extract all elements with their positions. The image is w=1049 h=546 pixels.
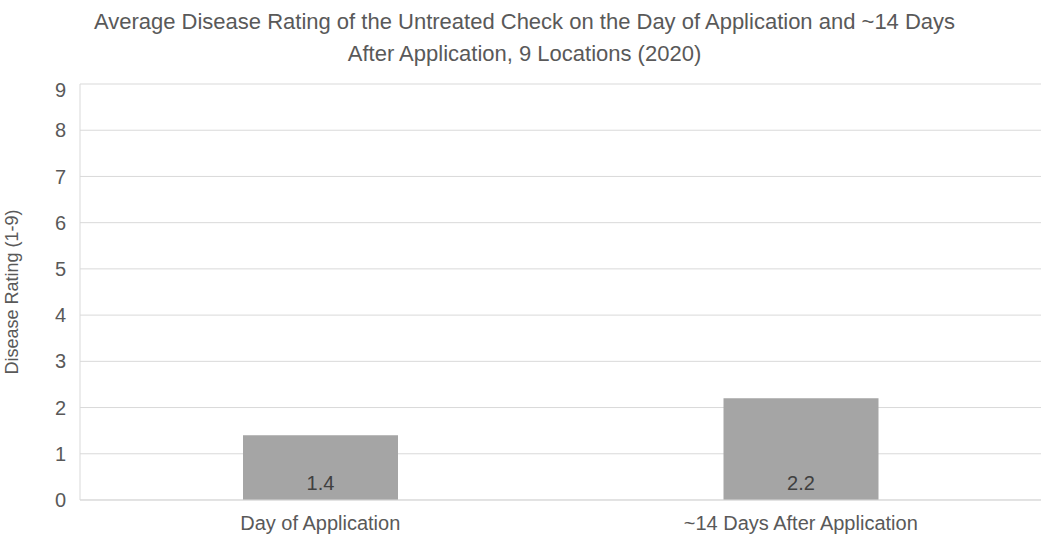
- svg-text:8: 8: [55, 119, 66, 141]
- svg-text:3: 3: [55, 350, 66, 372]
- svg-text:0: 0: [55, 489, 66, 511]
- svg-text:1.4: 1.4: [307, 472, 335, 494]
- svg-text:2: 2: [55, 397, 66, 419]
- svg-text:~14 Days After Application: ~14 Days After Application: [684, 512, 918, 534]
- svg-text:6: 6: [55, 212, 66, 234]
- html-text:Average Disease Rating of the: Average Disease Rating of the Untreated …: [93, 9, 956, 66]
- svg-text:7: 7: [55, 166, 66, 188]
- svg-text:2.2: 2.2: [787, 472, 815, 494]
- svg-text:5: 5: [55, 258, 66, 280]
- svg-text:9: 9: [55, 79, 66, 101]
- svg-text:4: 4: [55, 304, 66, 326]
- svg-text:Day of Application: Day of Application: [240, 512, 400, 534]
- svg-text:Disease Rating (1-9): Disease Rating (1-9): [8, 209, 22, 374]
- svg-text:1: 1: [55, 443, 66, 465]
